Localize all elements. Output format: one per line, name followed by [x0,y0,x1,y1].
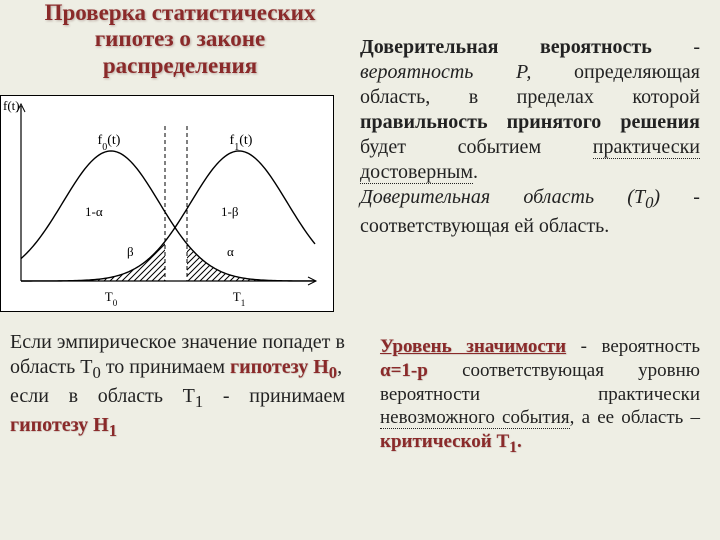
term-h1: гипотезу Н [10,414,109,436]
term-p: вероятность Р, [360,61,531,83]
svg-text:α: α [227,244,234,259]
slide-title: Проверка статистических гипотез о законе… [20,0,340,79]
svg-text:T1: T1 [233,289,245,308]
term-conf-region: Доверительная область [360,186,594,208]
significance-level-text: Уровень значимости - вероятность α=1-р с… [380,335,700,458]
confidence-prob-text: Доверительная вероятность - вероятность … [360,35,700,239]
term-critical-t1: критической Т [380,431,509,452]
term-h0: гипотезу Н [230,356,329,378]
term-significance: Уровень значимости [380,336,566,357]
svg-text:f(t): f(t) [3,98,20,113]
svg-text:f1(t): f1(t) [230,133,253,153]
hypothesis-decision-text: Если эмпирическое значение попадет в обл… [10,330,345,441]
svg-text:β: β [127,244,134,259]
svg-text:f0(t): f0(t) [98,133,121,153]
term-alpha-formula: α=1-р [380,360,428,381]
svg-text:1-β: 1-β [221,204,239,219]
distribution-chart: f(t) f0(t) f1(t) 1-α 1-β β α T0 T1 [1,96,333,311]
svg-text:T0: T0 [105,289,118,308]
chart-container: f(t) f0(t) f1(t) 1-α 1-β β α T0 T1 [0,95,334,312]
term-conf-prob: Доверительная вероятность [360,36,652,58]
svg-text:1-α: 1-α [85,204,103,219]
